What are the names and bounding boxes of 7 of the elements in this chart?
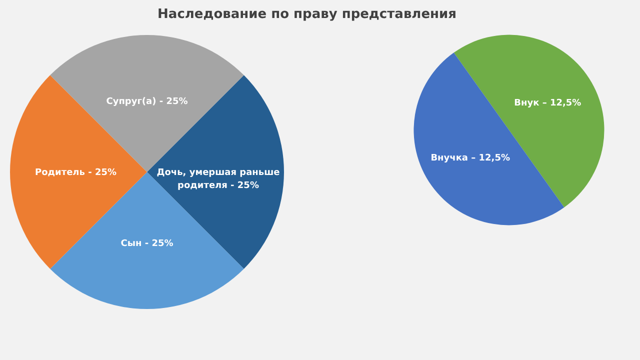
slice-label: Дочь, умершая раньше родителя - 25% [156,168,280,191]
slice-label: Сын - 25% [120,239,174,250]
chart-title: Наследование по праву представления [158,7,456,22]
slice-label: Родитель - 25% [35,168,117,178]
slice-label: Внучка – 12,5% [430,154,510,164]
slice-label: Внук – 12,5% [514,98,582,108]
slice-label: Супруг(а) - 25% [106,96,188,107]
